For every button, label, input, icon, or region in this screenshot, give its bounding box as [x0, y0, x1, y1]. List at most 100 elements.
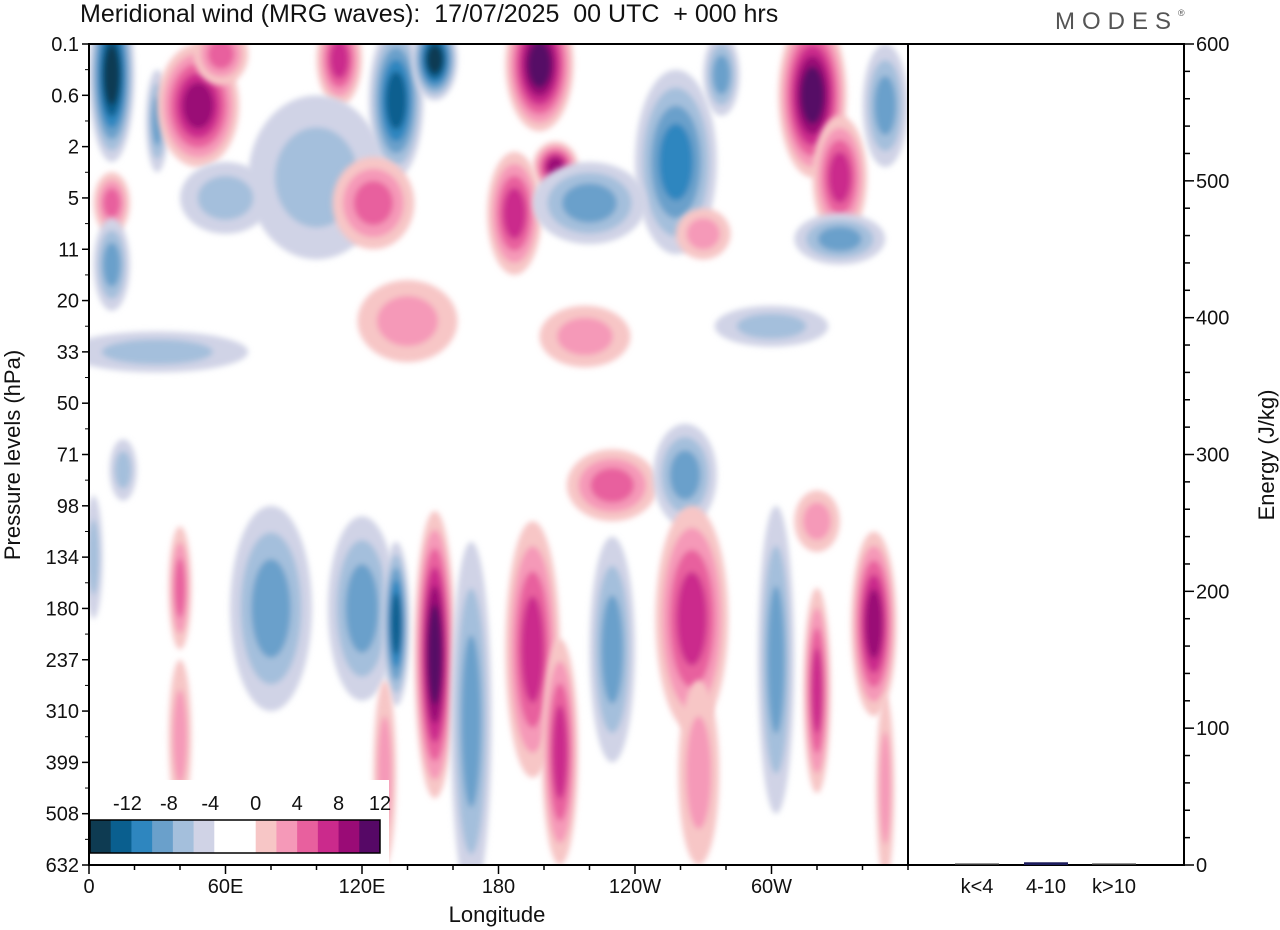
colorbar-swatch — [255, 820, 277, 853]
colorbar-swatch — [131, 820, 153, 853]
contour-band — [207, 44, 235, 70]
energy-category-label: k<4 — [961, 876, 994, 898]
wind-anomaly — [876, 695, 895, 865]
colorbar-swatch — [338, 820, 360, 853]
wind-anomaly — [678, 680, 720, 865]
energy-bars: k<4 4-10 k>10 — [955, 862, 1136, 898]
colorbar-label: 8 — [333, 793, 344, 815]
energy-tick-label: 0 — [1196, 855, 1207, 877]
colorbar-swatch — [359, 820, 381, 853]
energy-tick-label: 400 — [1196, 308, 1229, 330]
y-tick-label: 11 — [58, 239, 79, 261]
wind-anomaly — [803, 587, 831, 794]
contour-band — [601, 595, 624, 704]
wind-anomaly — [414, 510, 456, 799]
energy-tick-label: 500 — [1196, 171, 1229, 193]
energy-tick-label: 600 — [1196, 34, 1229, 56]
wind-anomaly — [93, 172, 130, 234]
contour-band — [767, 585, 785, 734]
contour-band — [182, 82, 214, 129]
contour-band — [426, 45, 443, 74]
wind-anomaly — [382, 541, 410, 706]
contour-band — [427, 604, 442, 705]
wind-anomaly — [703, 44, 740, 116]
colorbar-label: 4 — [292, 793, 303, 815]
colorbar-swatch — [276, 820, 298, 853]
contour-band — [828, 151, 852, 203]
energy-tick-label: 300 — [1196, 445, 1229, 467]
wind-anomaly — [332, 156, 415, 250]
contour-band — [712, 55, 731, 95]
contour-band — [89, 519, 100, 595]
energy-bar — [955, 863, 999, 865]
wind-anomaly — [89, 495, 103, 619]
colorbar-label: 12 — [369, 793, 391, 815]
energy-tick-label: 200 — [1196, 581, 1229, 603]
wind-anomaly — [487, 151, 542, 275]
contour-band — [174, 558, 186, 618]
wind-anomaly — [89, 331, 249, 373]
contour-band — [103, 44, 120, 106]
colorbar-label: 0 — [250, 793, 261, 815]
wind-anomaly — [653, 423, 717, 527]
x-axis: 0 60E 120E 180 120W 60W — [83, 865, 909, 898]
wind-anomaly — [327, 516, 397, 701]
wind-anomaly — [812, 115, 868, 239]
y-axis: 0.1 0.6 2 5 11 20 33 50 71 98 134 180 237 310 399 508 63… — [46, 34, 89, 877]
contour-band — [865, 589, 883, 659]
brand-mark: ® — [1178, 8, 1185, 18]
contour-band — [345, 564, 379, 653]
contour-band — [103, 188, 121, 218]
contour-band — [803, 502, 831, 540]
colorbar-swatch — [214, 820, 236, 853]
contour-band — [251, 559, 291, 658]
colorbar-swatch — [193, 820, 215, 853]
contour-band — [329, 44, 349, 79]
contour-band — [353, 180, 394, 226]
contour-band — [676, 571, 707, 666]
y-tick-label: 399 — [46, 752, 79, 774]
energy-bar — [1092, 863, 1136, 865]
y-tick-label: 508 — [46, 804, 79, 826]
contour-band — [562, 183, 617, 223]
colorbar-swatch — [90, 820, 112, 853]
colorbar-swatch — [152, 820, 174, 853]
contour-band — [376, 296, 439, 347]
y-tick-label: 180 — [46, 598, 79, 620]
colorbar-label: -4 — [201, 793, 219, 815]
wind-anomaly — [109, 439, 137, 501]
wind-anomaly — [157, 44, 240, 168]
wind-anomaly — [168, 526, 192, 650]
y-tick-label: 33 — [57, 342, 79, 364]
y-axis-title: Pressure levels (hPa) — [0, 350, 25, 560]
wind-anomaly — [450, 541, 492, 865]
x-tick-label: 60W — [751, 876, 792, 898]
x-tick-label: 0 — [83, 876, 94, 898]
y-tick-label: 0.6 — [51, 85, 79, 107]
colorbar-label: -12 — [113, 793, 142, 815]
wind-anomaly — [635, 69, 717, 255]
wind-anomaly — [505, 44, 574, 132]
wind-anomaly — [89, 44, 135, 162]
y-tick-label: 50 — [57, 393, 79, 415]
energy-category-label: k>10 — [1092, 876, 1136, 898]
wind-anomaly — [589, 536, 635, 763]
y-tick-label: 5 — [68, 188, 79, 210]
contour-band — [503, 187, 526, 239]
wind-anomaly — [230, 505, 312, 712]
colorbar: -12 -8 -4 0 4 8 12 — [89, 780, 391, 865]
contour-band — [552, 705, 568, 799]
wind-anomaly — [851, 531, 897, 717]
colorbar-label: -8 — [160, 793, 178, 815]
wind-anomaly — [794, 213, 886, 265]
contour-band — [527, 44, 552, 88]
contour-band — [658, 123, 693, 201]
x-tick-label: 120W — [609, 876, 661, 898]
contour-band — [874, 76, 897, 136]
contour-band — [390, 592, 402, 655]
contour-band — [557, 317, 613, 356]
wind-anomaly — [539, 305, 631, 368]
wind-anomaly — [862, 44, 908, 168]
y-tick-label: 20 — [57, 291, 79, 313]
